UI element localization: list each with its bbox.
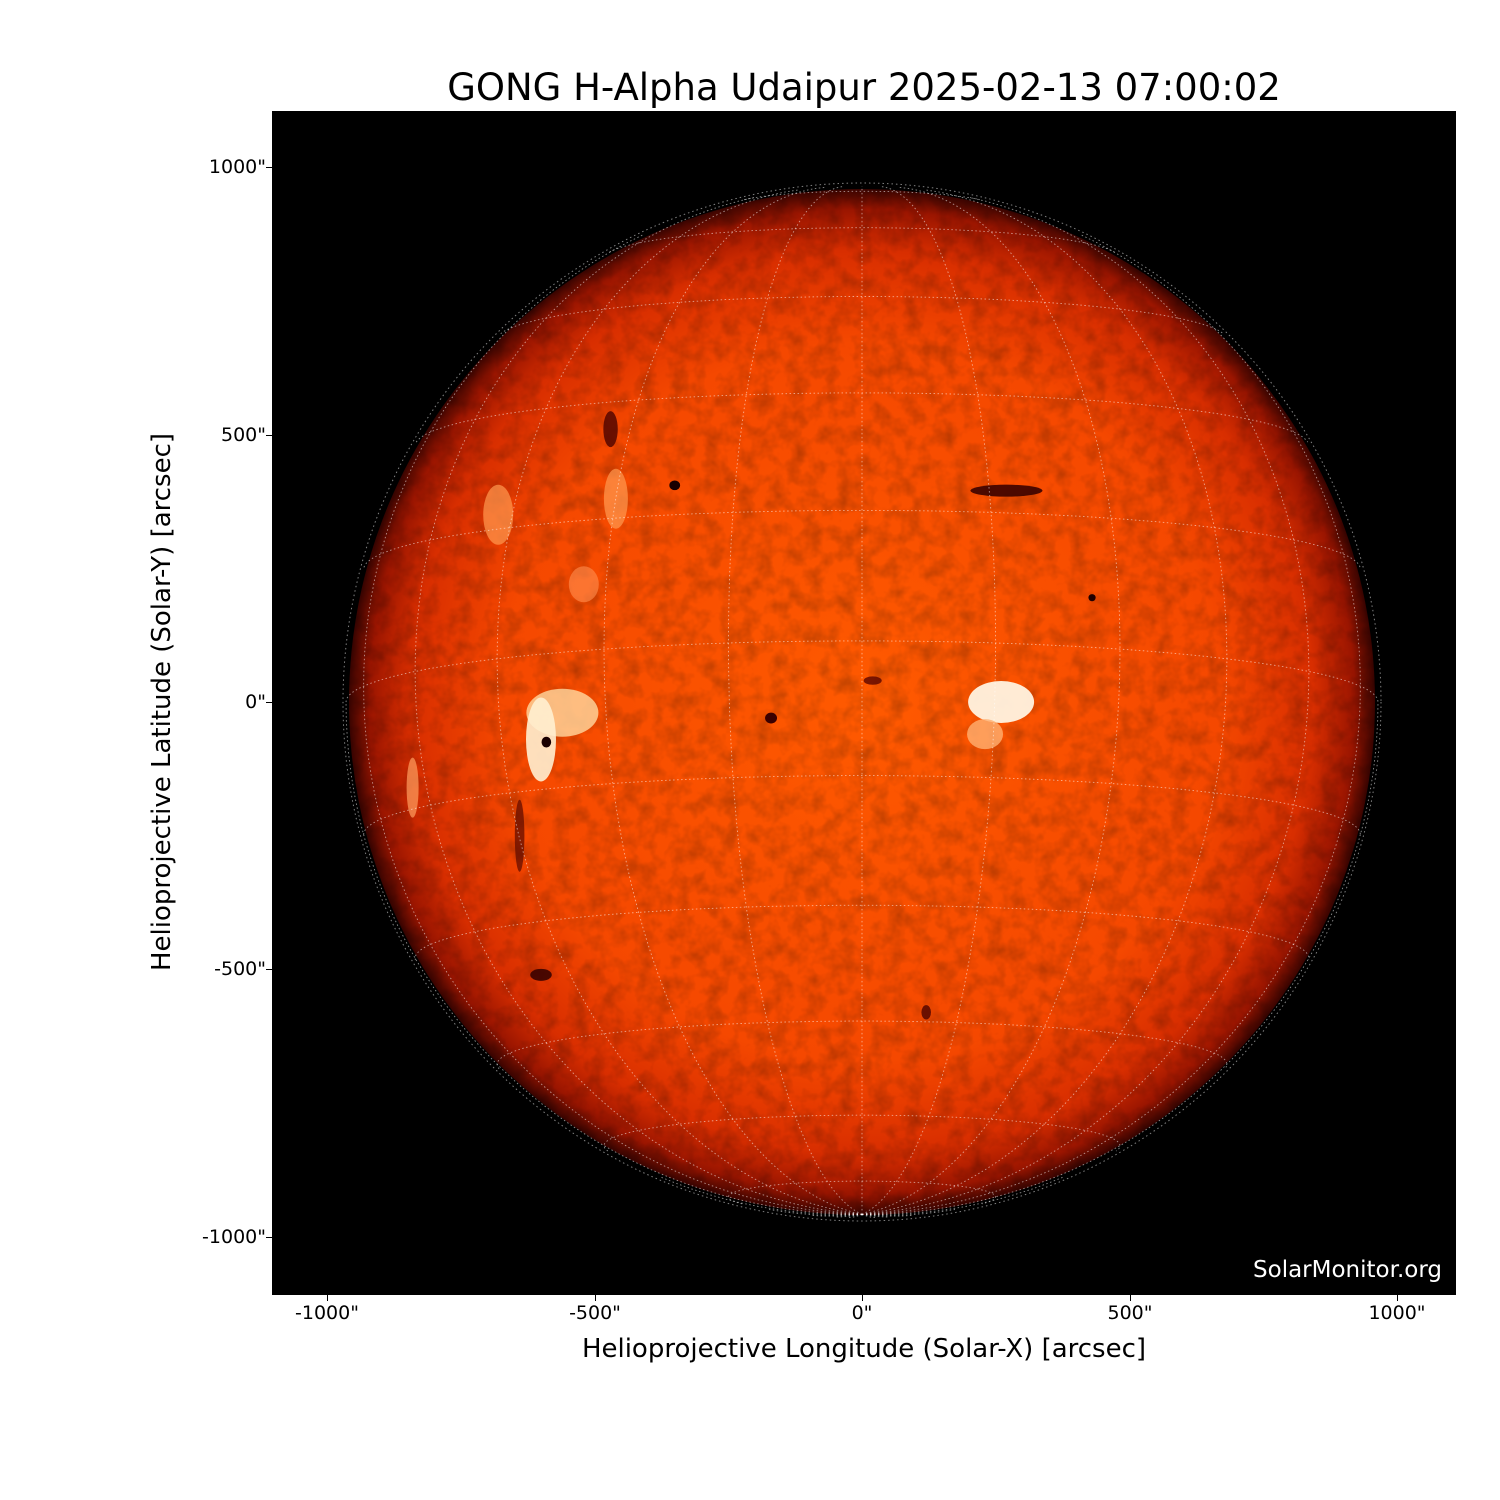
longitude-line: [363, 234, 863, 1215]
x-tick-mark: [1130, 1295, 1131, 1301]
longitude-line: [414, 197, 863, 1215]
longitude-line: [861, 189, 1228, 1215]
plage-feature: [526, 697, 556, 782]
y-tick-label: 500": [220, 424, 266, 446]
y-tick-mark: [266, 435, 272, 436]
watermark: SolarMonitor.org: [1253, 1257, 1442, 1283]
longitude-line: [861, 1176, 1065, 1216]
longitude-line: [861, 185, 997, 1215]
x-tick-label: -500": [569, 1302, 621, 1324]
plot-title: GONG H-Alpha Udaipur 2025-02-13 07:00:02: [447, 66, 1281, 109]
sunspot-feature: [765, 712, 778, 724]
longitude-line: [496, 189, 863, 1215]
y-tick-label: -500": [214, 958, 266, 980]
x-tick-label: 0": [851, 1302, 873, 1324]
solar-image-axes: SolarMonitor.org: [272, 111, 1456, 1295]
filament-feature: [863, 676, 882, 685]
y-tick-label: 0": [245, 691, 266, 713]
longitude-line: [659, 1176, 863, 1216]
x-tick-mark: [327, 1295, 328, 1301]
y-tick-mark: [266, 702, 272, 703]
filament-feature: [970, 484, 1043, 497]
longitude-line: [861, 234, 1361, 1215]
y-axis-label: Helioprojective Latitude (Solar-Y) [arcs…: [147, 432, 177, 972]
sunspot-feature: [669, 480, 681, 491]
plage-feature: [968, 681, 1035, 723]
filament-feature: [603, 411, 618, 448]
plage-feature: [406, 757, 419, 818]
limb-circle: [342, 182, 1382, 1222]
x-tick-mark: [595, 1295, 596, 1301]
latitude-line: [414, 904, 1310, 961]
x-tick-label: -1000": [295, 1302, 359, 1324]
y-tick-mark: [266, 969, 272, 970]
x-tick-mark: [862, 1295, 863, 1301]
sunspot-feature: [1088, 594, 1096, 602]
plage-feature: [967, 719, 1004, 750]
longitude-line: [861, 1213, 877, 1219]
longitude-line: [861, 1213, 913, 1217]
longitude-line: [727, 185, 863, 1215]
sunspot-feature: [541, 736, 552, 748]
heliographic-grid: [345, 185, 1379, 1219]
longitude-line: [847, 1213, 863, 1219]
latitude-line: [500, 296, 1224, 335]
longitude-line: [861, 1213, 890, 1218]
longitude-line: [345, 701, 863, 1215]
plage-feature: [483, 484, 514, 545]
x-tick-mark: [1397, 1295, 1398, 1301]
plage-feature: [603, 468, 628, 529]
latitude-line: [363, 775, 1361, 835]
latitude-line: [603, 1114, 1121, 1152]
filament-feature: [921, 1005, 931, 1020]
filament-feature: [530, 968, 552, 981]
longitude-line: [861, 186, 1121, 1215]
latitude-line: [496, 1020, 1228, 1070]
x-tick-label: 1000": [1368, 1302, 1426, 1324]
plage-feature: [568, 566, 599, 603]
filament-feature: [514, 799, 525, 872]
y-tick-mark: [266, 1237, 272, 1238]
solar-disk-image: [342, 182, 1382, 1222]
y-tick-mark: [266, 167, 272, 168]
y-tick-label: -1000": [202, 1226, 266, 1248]
longitude-line: [603, 186, 863, 1215]
y-tick-label: 1000": [208, 156, 266, 178]
longitude-line: [861, 701, 1379, 1215]
x-axis-label: Helioprojective Longitude (Solar-X) [arc…: [581, 1334, 1147, 1364]
x-tick-label: 500": [1107, 1302, 1153, 1324]
longitude-line: [861, 197, 1310, 1215]
